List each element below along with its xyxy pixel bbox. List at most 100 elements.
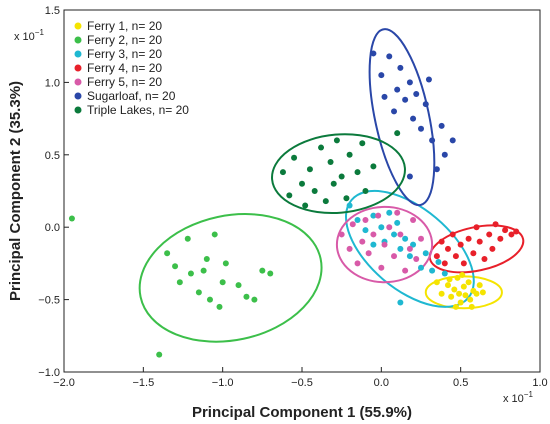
ferry-1-point: [454, 274, 461, 281]
ferry-3-point: [354, 216, 361, 223]
y-tick-label: 0.0: [45, 222, 60, 234]
ferry-2-point: [176, 279, 183, 286]
triple-lakes-confidence-ellipse: [271, 133, 406, 215]
ferry-2-point: [251, 296, 258, 303]
ferry-3-point: [397, 245, 404, 252]
legend-marker-triple-lakes: [74, 106, 82, 114]
triple-lakes-point: [362, 188, 369, 194]
triple-lakes-point: [394, 130, 401, 137]
triple-lakes-point: [311, 188, 318, 194]
ferry-1-point: [459, 271, 466, 278]
sugarloaf-point: [402, 96, 409, 103]
y-tick-label: −0.5: [38, 295, 60, 307]
ferry-2-point: [259, 267, 266, 274]
legend-marker-ferry-5: [74, 78, 82, 86]
ferry-4-point: [449, 231, 456, 238]
ferry-2-point: [216, 303, 223, 310]
triple-lakes-point: [291, 154, 298, 161]
x-tick-label: −0.5: [291, 377, 313, 389]
ferry-2-point: [164, 250, 171, 257]
ferry-2-point: [156, 351, 163, 358]
y-axis-title: Principal Component 2 (35.3%): [7, 81, 24, 301]
ferry-4-point: [457, 241, 464, 248]
ferry-3-point: [406, 253, 413, 260]
ferry-4-point: [508, 231, 515, 238]
ferry-1-point: [456, 290, 463, 297]
ferry-2-confidence-ellipse: [138, 213, 323, 343]
sugarloaf-point: [378, 72, 385, 79]
ferry-1-point: [476, 282, 483, 289]
legend-label-ferry-5: Ferry 5, n= 20: [87, 75, 162, 89]
ferry-4-confidence-ellipse: [428, 224, 525, 274]
ferry-5-point: [354, 260, 361, 267]
y-tick-label: 0.5: [45, 150, 60, 162]
triple-lakes-point: [299, 180, 305, 187]
ferry-4-point: [492, 221, 499, 228]
ferry-4-point: [497, 235, 504, 242]
ferry-2-point: [235, 282, 242, 289]
ferry-3-point: [386, 209, 393, 216]
sugarloaf-confidence-ellipse: [368, 28, 436, 207]
triple-lakes-point: [322, 198, 329, 205]
sugarloaf-point: [438, 122, 445, 129]
ferry-5-point: [349, 221, 356, 228]
sugarloaf-point: [370, 50, 377, 57]
ferry-5-confidence-ellipse: [335, 205, 434, 284]
ferry-5-point: [406, 245, 413, 252]
triple-lakes-point: [302, 202, 309, 209]
ferry-5-point: [362, 216, 369, 223]
sugarloaf-point: [425, 76, 432, 83]
ferry-2-point: [203, 256, 210, 263]
points-layer: [68, 50, 520, 358]
legend-label-ferry-4: Ferry 4, n= 20: [87, 61, 162, 75]
ferry-2-point: [195, 289, 202, 296]
ferry-1-point: [462, 292, 469, 299]
ferry-4-point: [444, 245, 451, 252]
x-tick-label: 0.0: [374, 377, 389, 389]
y-tick-label: 1.0: [45, 77, 60, 89]
ferry-5-point: [413, 256, 420, 263]
ferry-4-point: [452, 253, 459, 260]
ferry-3-point: [394, 219, 401, 226]
sugarloaf-point: [381, 93, 388, 100]
ferry-4-point: [481, 256, 488, 263]
ferry-1-point: [460, 283, 467, 290]
ferry-4-point: [473, 224, 480, 231]
ferry-1-point: [433, 279, 440, 286]
ferry-5-point: [346, 245, 353, 252]
triple-lakes-point: [306, 166, 313, 173]
sugarloaf-point: [406, 173, 413, 180]
ferry-1-point: [473, 290, 480, 297]
ferry-4-point: [486, 231, 493, 238]
x-tick-label: 1.0: [532, 377, 547, 389]
ferry-3-point: [441, 270, 448, 277]
sugarloaf-point: [394, 86, 401, 93]
ferry-1-point: [452, 303, 459, 310]
x-tick-label: −1.0: [212, 377, 234, 389]
ferry-1-point: [446, 276, 453, 283]
triple-lakes-point: [279, 169, 286, 176]
sugarloaf-point: [433, 166, 440, 173]
ferry-2-point: [243, 293, 250, 300]
triple-lakes-point: [338, 173, 345, 180]
triple-lakes-point: [286, 192, 293, 199]
ferry-3-point: [370, 212, 377, 219]
ferry-3-point: [418, 264, 424, 271]
sugarloaf-point: [422, 101, 429, 108]
ellipses-layer: [138, 28, 525, 343]
ferry-5-point: [410, 216, 417, 223]
x-tick-label: −1.5: [132, 377, 154, 389]
ferry-5-point: [365, 250, 372, 257]
ferry-4-point: [433, 253, 440, 260]
y-tick-label: 1.5: [45, 5, 60, 17]
ferry-5-point: [378, 264, 385, 271]
ferry-4-point: [438, 238, 445, 245]
ferry-5-point: [359, 238, 366, 245]
sugarloaf-point: [418, 125, 424, 132]
ferry-3-point: [422, 250, 429, 257]
sugarloaf-point: [406, 79, 413, 86]
ferry-4-point: [470, 250, 477, 257]
ferry-5-point: [418, 235, 424, 242]
ferry-1-point: [457, 299, 464, 306]
